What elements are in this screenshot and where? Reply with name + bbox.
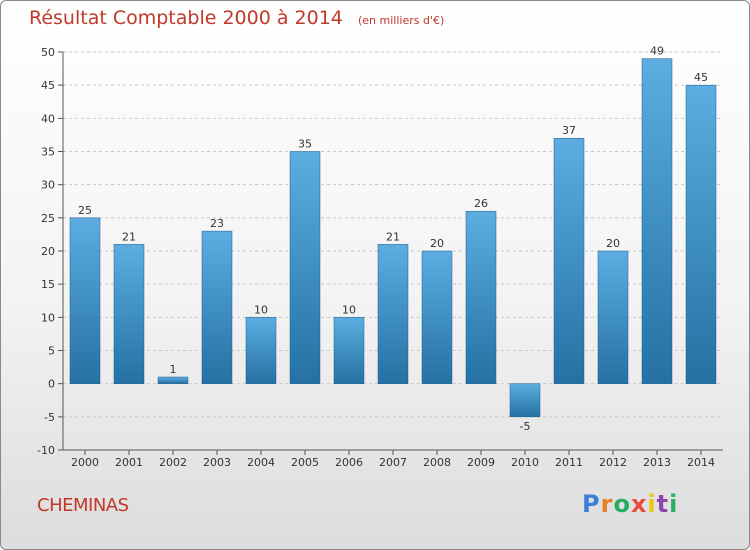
y-tick-label: 20: [41, 245, 55, 258]
bar: [422, 251, 452, 384]
logo-letter: i: [669, 490, 678, 518]
y-tick-label: 35: [41, 146, 55, 159]
y-tick-label: -10: [37, 444, 55, 457]
x-tick-label: 2008: [423, 456, 451, 469]
x-tick-label: 2009: [467, 456, 495, 469]
proxiti-logo: Proxiti: [582, 490, 678, 518]
bar: [378, 244, 408, 383]
bar: [158, 377, 188, 384]
x-tick-label: 2001: [115, 456, 143, 469]
data-label: -5: [520, 420, 531, 433]
data-label: 10: [342, 303, 356, 316]
commune-name: CHEMINAS: [37, 495, 129, 516]
data-label: 26: [474, 197, 488, 210]
y-tick-label: 40: [41, 112, 55, 125]
logo-letter: o: [613, 490, 631, 518]
y-tick-label: 5: [48, 345, 55, 358]
data-label: 1: [170, 363, 177, 376]
data-label: 21: [122, 230, 136, 243]
x-tick-label: 2013: [643, 456, 671, 469]
x-tick-label: 2002: [159, 456, 187, 469]
bar: [114, 244, 144, 383]
bar: [686, 85, 716, 384]
bar: [70, 218, 100, 384]
logo-letter: t: [657, 490, 669, 518]
y-tick-label: 10: [41, 311, 55, 324]
data-label: 20: [430, 237, 444, 250]
y-tick-label: 0: [48, 378, 55, 391]
data-label: 20: [606, 237, 620, 250]
bar: [334, 317, 364, 383]
data-label: 23: [210, 217, 224, 230]
data-label: 45: [694, 71, 708, 84]
x-tick-label: 2003: [203, 456, 231, 469]
logo-letter: r: [601, 490, 614, 518]
y-tick-label: -5: [44, 411, 55, 424]
x-tick-label: 2007: [379, 456, 407, 469]
logo-letter: x: [631, 490, 647, 518]
x-tick-label: 2000: [71, 456, 99, 469]
bar: [246, 317, 276, 383]
y-tick-label: 25: [41, 212, 55, 225]
x-tick-label: 2006: [335, 456, 363, 469]
bar: [466, 211, 496, 383]
bar: [290, 152, 320, 384]
x-tick-label: 2005: [291, 456, 319, 469]
bar: [598, 251, 628, 384]
data-label: 35: [298, 138, 312, 151]
logo-letter: P: [582, 490, 601, 518]
data-label: 49: [650, 45, 664, 58]
data-label: 37: [562, 124, 576, 137]
x-tick-label: 2010: [511, 456, 539, 469]
bar: [510, 384, 540, 417]
bar: [202, 231, 232, 384]
x-tick-label: 2012: [599, 456, 627, 469]
y-tick-label: 45: [41, 79, 55, 92]
bar: [642, 59, 672, 384]
data-label: 25: [78, 204, 92, 217]
x-tick-label: 2011: [555, 456, 583, 469]
y-tick-label: 50: [41, 46, 55, 59]
y-tick-label: 15: [41, 278, 55, 291]
data-label: 21: [386, 230, 400, 243]
x-tick-label: 2004: [247, 456, 275, 469]
y-tick-label: 30: [41, 179, 55, 192]
logo-letter: i: [647, 490, 656, 518]
bar: [554, 138, 584, 383]
data-label: 10: [254, 303, 268, 316]
x-tick-label: 2014: [687, 456, 715, 469]
